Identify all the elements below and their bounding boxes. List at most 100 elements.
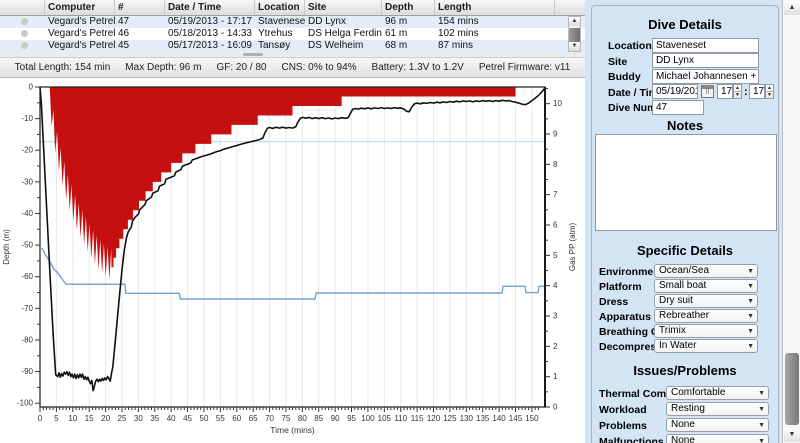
stepper-up-icon[interactable]: ▲ [734,85,741,92]
svg-text:-30: -30 [21,177,33,186]
svg-text:95: 95 [347,414,356,423]
svg-text:90: 90 [331,414,340,423]
summary-gradient-factor: GF: 20 / 80 [216,62,267,73]
thermal-comfort-value: Comfortable [671,387,726,398]
problems-select[interactable]: None ▼ [666,418,769,432]
hour-stepper[interactable]: ▲ ▼ [733,84,742,99]
stepper-up-icon[interactable]: ▲ [766,85,773,92]
apparatus-select[interactable]: Rebreather ▼ [654,309,758,323]
stepper-down-icon[interactable]: ▼ [767,92,772,98]
svg-text:55: 55 [216,414,225,423]
minute-stepper[interactable]: ▲ ▼ [765,84,774,99]
svg-text:-70: -70 [21,304,33,313]
scrollbar-thumb[interactable] [785,353,799,425]
datetime-label: Date / Time [608,87,664,99]
col-header-status[interactable] [0,0,45,15]
svg-text:50: 50 [200,414,209,423]
svg-text:145: 145 [509,414,523,423]
location-label: Location [608,40,652,52]
dress-select[interactable]: Dry suit ▼ [654,294,758,308]
table-row[interactable]: Vegard's Petrel 46 05/18/2013 - 14:33 Yt… [0,28,585,40]
time-separator: : [744,86,748,98]
date-input[interactable]: 05/19/2013 [652,84,698,99]
environment-select[interactable]: Ocean/Sea ▼ [654,264,758,278]
decompression-select[interactable]: In Water ▼ [654,339,758,353]
gas-axis-title: Gas PP (atm) [568,223,577,272]
notes-textarea[interactable] [595,134,777,231]
panel-vertical-scrollbar[interactable]: ▲ ▼ [782,0,800,443]
dive-details-title: Dive Details [648,17,722,32]
svg-text:70: 70 [265,414,274,423]
col-header-datetime[interactable]: Date / Time [165,0,255,15]
stepper-down-icon[interactable]: ▼ [735,92,740,98]
site-input[interactable]: DD Lynx [652,53,759,68]
col-header-computer[interactable]: Computer [45,0,115,15]
issues-problems-title: Issues/Problems [633,363,737,378]
svg-text:30: 30 [134,414,143,423]
buddy-input[interactable]: Michael Johannesen + Hege T [652,69,759,84]
depth-axis-ticks: 0 -10 -20 -30 -40 -50 -60 -70 -80 -90 -100 [17,83,40,408]
platform-value: Small boat [659,280,707,291]
col-header-length[interactable]: Length [435,0,555,15]
svg-text:10: 10 [553,99,562,108]
location-input[interactable]: Staveneset [652,38,759,53]
chevron-down-icon: ▼ [747,268,754,275]
malfunctions-value: None [671,435,695,443]
workload-select[interactable]: Resting ▼ [666,402,769,416]
col-header-depth[interactable]: Depth [382,0,435,15]
svg-text:25: 25 [118,414,127,423]
row-status-cell [0,28,45,40]
cell-location: Tansøy [258,40,291,51]
scrollbar-thumb[interactable] [569,28,580,42]
apparatus-value: Rebreather [659,310,710,321]
specific-details-title: Specific Details [636,243,734,258]
svg-text:-80: -80 [21,335,33,344]
summary-cns: CNS: 0% to 94% [281,62,357,73]
status-dot-icon [21,30,28,37]
svg-text:130: 130 [460,414,474,423]
row-status-cell [0,40,45,52]
col-header-location[interactable]: Location [255,0,305,15]
malfunctions-select[interactable]: None ▼ [666,434,769,443]
scroll-up-icon[interactable]: ▲ [569,17,580,26]
scrollbar-thumb[interactable] [243,53,263,56]
svg-text:0: 0 [38,414,43,423]
summary-total-length: Total Length: 154 min [14,62,111,73]
table-row[interactable]: Vegard's Petrel 45 05/17/2013 - 16:09 Ta… [0,40,585,52]
time-axis-title: Time (mins) [270,425,315,435]
platform-select[interactable]: Small boat ▼ [654,279,758,293]
environment-label: Environment [599,266,664,278]
minute-input[interactable]: 17 [749,84,765,99]
breathing-gas-select[interactable]: Trimix ▼ [654,324,758,338]
cell-datetime: 05/18/2013 - 14:33 [168,28,252,39]
cell-site: DS Helga Ferdinand [308,28,382,39]
scroll-down-icon[interactable]: ▼ [784,428,800,442]
scroll-down-icon[interactable]: ▼ [569,42,580,51]
chevron-down-icon: ▼ [747,298,754,305]
workload-label: Workload [599,404,647,416]
hour-input[interactable]: 17 [717,84,733,99]
svg-text:35: 35 [150,414,159,423]
table-vertical-scrollbar[interactable]: ▲ ▼ [568,16,581,52]
chevron-down-icon: ▼ [747,343,754,350]
svg-text:85: 85 [314,414,323,423]
site-label: Site [608,56,628,68]
dive-number-input[interactable]: 47 [652,100,704,115]
dive-profile-chart: 0 5 10 15 20 25 30 35 40 45 50 55 60 65 70 75 80 85 90 95 10… [0,78,585,443]
svg-text:80: 80 [298,414,307,423]
col-header-site[interactable]: Site [305,0,382,15]
svg-text:5: 5 [553,251,558,260]
deco-ceiling-area [49,87,516,280]
table-row[interactable]: Vegard's Petrel 47 05/19/2013 - 17:17 St… [0,16,585,28]
cell-computer: Vegard's Petrel [48,40,115,51]
cell-length: 87 mins [438,40,474,51]
buddy-label: Buddy [608,71,641,83]
thermal-comfort-select[interactable]: Comfortable ▼ [666,386,769,400]
table-horizontal-scrollbar[interactable] [0,52,585,57]
scroll-up-icon[interactable]: ▲ [784,1,800,15]
calendar-icon[interactable]: ⠿ [701,85,714,98]
svg-text:60: 60 [232,414,241,423]
col-header-number[interactable]: # [115,0,165,15]
cell-length: 102 mins [438,28,479,39]
